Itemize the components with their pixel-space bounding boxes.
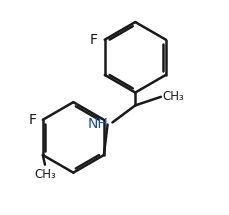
Text: F: F [28,113,36,127]
Text: F: F [90,33,98,47]
Text: CH₃: CH₃ [34,169,56,181]
Text: CH₃: CH₃ [161,90,183,103]
Text: NH: NH [87,117,108,131]
